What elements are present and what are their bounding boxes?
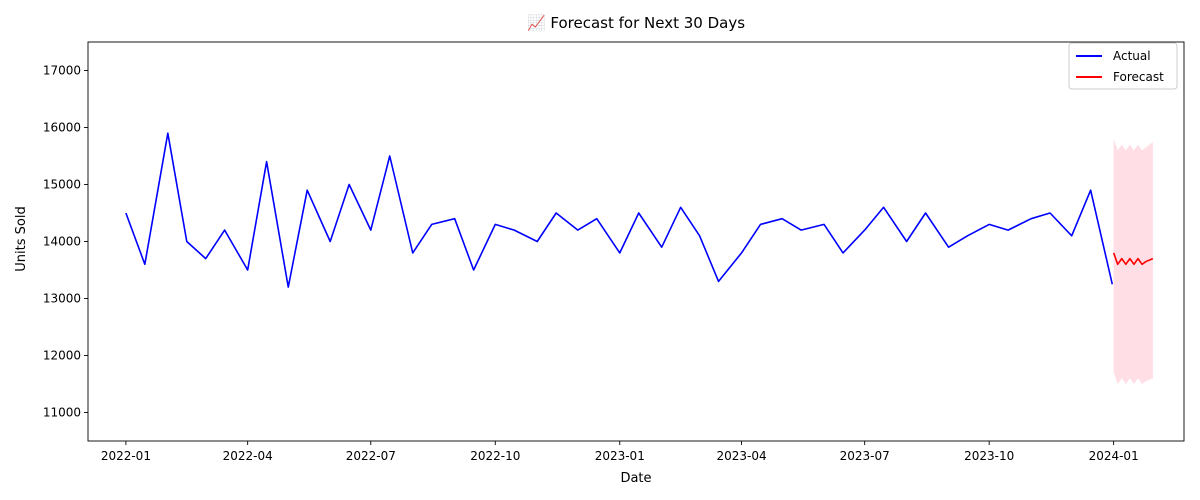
x-tick-label: 2022-01	[101, 449, 151, 463]
x-tick-label: 2022-04	[223, 449, 273, 463]
series-line-forecast	[1112, 252, 1154, 266]
series-line-actual	[125, 132, 1114, 288]
legend: Actual Forecast	[1068, 42, 1178, 90]
y-tick-label: 12000	[43, 349, 81, 363]
x-tick-label: 2022-07	[346, 449, 396, 463]
x-tick-label: 2023-07	[840, 449, 890, 463]
y-tick-label: 15000	[43, 178, 81, 192]
x-tick-label: 2023-01	[595, 449, 645, 463]
chart-title: 📈 Forecast for Next 30 Days	[527, 14, 745, 32]
y-tick-label: 16000	[43, 121, 81, 135]
x-tick-label: 2023-10	[964, 449, 1014, 463]
x-axis-label: Date	[620, 471, 651, 486]
y-tick-label: 14000	[43, 235, 81, 249]
legend-label-actual: Actual	[1113, 49, 1151, 63]
legend-label-forecast: Forecast	[1113, 70, 1164, 84]
y-axis-label: Units Sold	[14, 206, 29, 271]
y-tick-label: 17000	[43, 64, 81, 78]
y-tick-label: 13000	[43, 292, 81, 306]
plot-area: 2022-01 2022-04 2022-07 2022-10 2023-01 2023-…	[43, 41, 1185, 463]
forecast-confidence-band	[1113, 138, 1153, 384]
x-tick-label: 2024-01	[1089, 449, 1139, 463]
y-tick-label: 11000	[43, 406, 81, 420]
x-tick-label: 2023-04	[716, 449, 766, 463]
x-tick-label: 2022-10	[470, 449, 520, 463]
